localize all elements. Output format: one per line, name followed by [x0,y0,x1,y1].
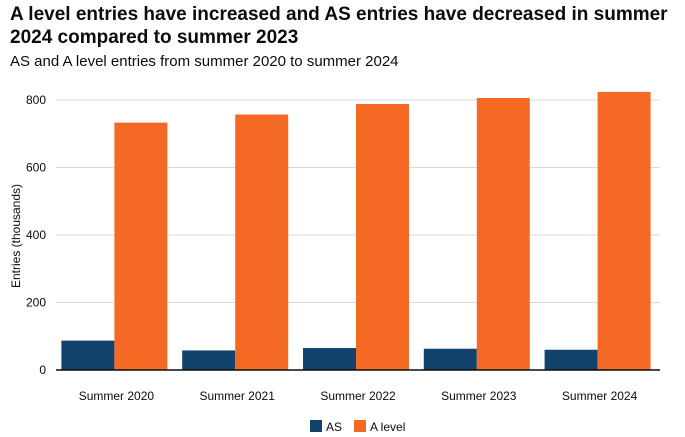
x-tick-label: Summer 2021 [200,389,276,403]
x-axis-ticks: Summer 2020 Summer 2021 Summer 2022 Summer … [79,389,638,403]
y-tick-label: 600 [26,161,46,175]
legend-swatch-a-level [354,420,366,432]
y-axis-ticks: 0 200 400 600 800 [26,93,46,377]
bar-as [61,340,115,370]
bar-a-level [356,104,409,371]
y-tick-label: 0 [39,363,46,377]
x-tick-label: Summer 2024 [562,389,638,403]
bar-a-level [114,122,168,370]
bar-a-level [235,114,289,370]
bar-a-level [476,97,530,370]
y-tick-label: 800 [26,93,46,107]
bars [61,91,651,371]
chart-subtitle: AS and A level entries from summer 2020 … [10,53,399,70]
bar-a-level [597,91,651,371]
bar-as [182,350,236,370]
bar-as [303,348,356,370]
legend: AS A level [310,420,405,434]
y-axis-title: Entries (thousands) [9,184,23,288]
legend-swatch-as [310,420,322,432]
y-tick-label: 400 [26,228,46,242]
legend-label-a-level: A level [370,420,405,434]
x-tick-label: Summer 2022 [320,389,396,403]
y-tick-label: 200 [26,296,46,310]
x-tick-label: Summer 2020 [79,389,155,403]
chart-title: A level entries have increased and AS en… [10,4,668,48]
bar-as [423,348,477,370]
bar-as [544,349,598,370]
x-tick-label: Summer 2023 [441,389,517,403]
legend-label-as: AS [326,420,342,434]
